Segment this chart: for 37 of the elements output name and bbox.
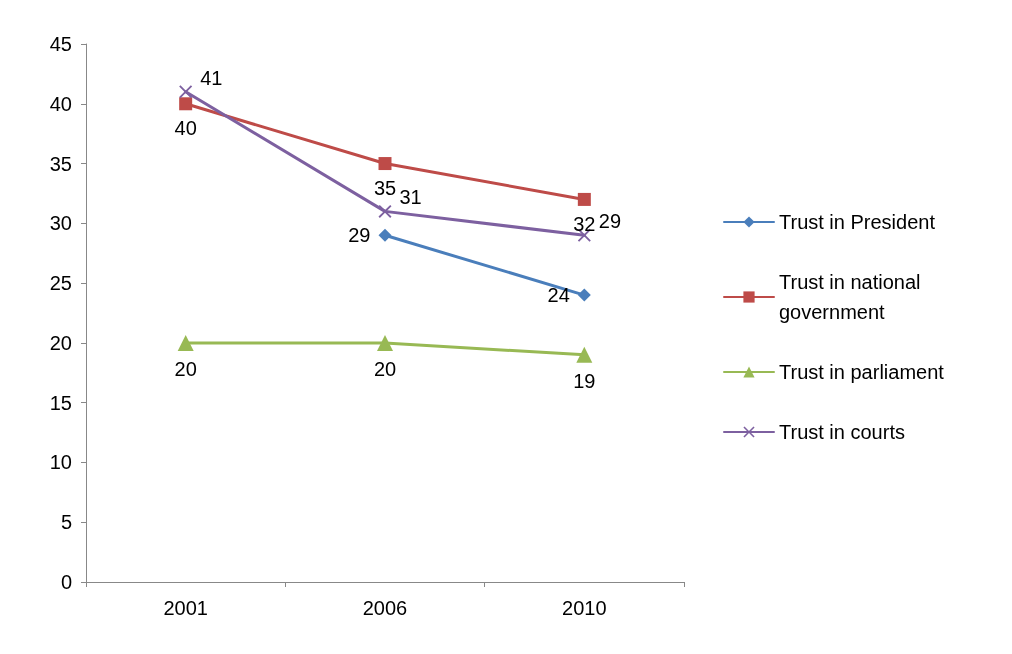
y-tick-label: 15 <box>49 391 72 414</box>
point <box>377 334 393 351</box>
data-label: 29 <box>598 210 622 233</box>
point <box>179 97 193 111</box>
y-tick-label: 5 <box>60 511 72 534</box>
y-tick-label: 10 <box>49 451 72 474</box>
data-label: 20 <box>174 357 197 380</box>
data-label: 20 <box>373 357 397 380</box>
data-label: 40 <box>174 117 197 140</box>
data-label: 29 <box>348 224 371 247</box>
point <box>177 334 194 351</box>
y-tick-label: 0 <box>60 571 72 593</box>
x-tick-label: 2001 <box>163 597 208 619</box>
data-label: 19 <box>573 369 596 392</box>
data-label: 31 <box>399 186 422 209</box>
y-tick-label: 45 <box>49 33 72 55</box>
point <box>577 288 591 302</box>
data-label: 24 <box>547 284 570 307</box>
y-tick-label: 30 <box>49 212 72 235</box>
data-label: 32 <box>573 212 596 235</box>
point <box>577 192 591 206</box>
data-label: 41 <box>200 66 223 89</box>
data-label: 35 <box>373 177 397 200</box>
y-tick-label: 25 <box>49 272 72 295</box>
x-tick-label: 2010 <box>562 597 607 619</box>
y-tick-label: 35 <box>49 152 72 175</box>
legend-label: Trust in parliament <box>779 361 945 383</box>
legend-label: Trust in national government <box>779 271 927 323</box>
y-tick-label: 20 <box>49 331 72 354</box>
x-tick-label: 2006 <box>362 597 408 619</box>
y-tick-label: 40 <box>49 92 72 115</box>
legend-label: Trust in courts <box>779 421 905 443</box>
point <box>179 85 193 99</box>
point <box>378 228 392 242</box>
legend-label: Trust in President <box>779 211 936 233</box>
point <box>576 346 593 363</box>
point <box>378 157 392 171</box>
